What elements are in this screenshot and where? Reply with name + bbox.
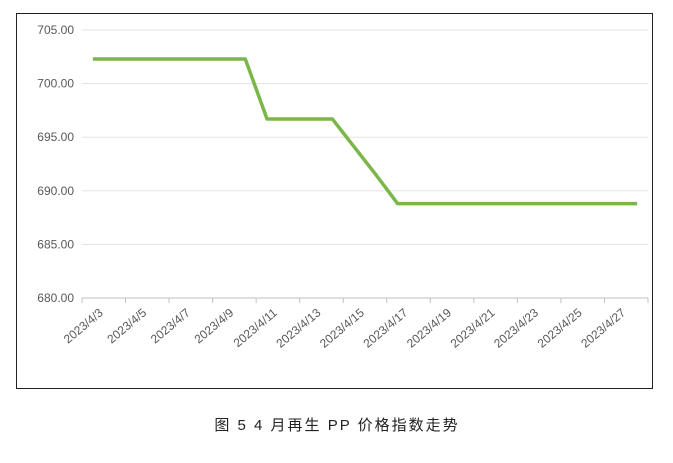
chart-frame [16, 13, 653, 389]
x-tick-label: 2023/4/23 [491, 305, 541, 350]
x-tick-label: 2023/4/3 [61, 305, 106, 346]
y-tick-label: 700.00 [37, 77, 74, 91]
y-tick-label: 705.00 [37, 23, 74, 37]
x-tick-label: 2023/4/25 [535, 305, 585, 350]
caption: 图 5 4 月再生 PP 价格指数走势 [214, 417, 459, 434]
line [92, 57, 638, 206]
y-tick-label: 685.00 [37, 237, 74, 251]
x-tick-label: 2023/4/27 [578, 305, 628, 350]
x-tick-label: 2023/4/13 [273, 305, 323, 350]
y-tick-label: 690.00 [37, 184, 74, 198]
x-tick-label: 2023/4/19 [404, 305, 454, 350]
x-tick-label: 2023/4/9 [192, 305, 237, 346]
x-tick-label: 2023/4/11 [231, 305, 280, 350]
x-tick-label: 2023/4/15 [317, 305, 367, 350]
x-tick-label: 2023/4/21 [448, 305, 498, 350]
x-tick-label: 2023/4/17 [361, 305, 411, 350]
y-tick-label: 680.00 [37, 291, 74, 305]
y-tick-label: 695.00 [37, 130, 74, 144]
x-tick-label: 2023/4/7 [148, 305, 193, 346]
x-tick-label: 2023/4/5 [104, 305, 149, 346]
